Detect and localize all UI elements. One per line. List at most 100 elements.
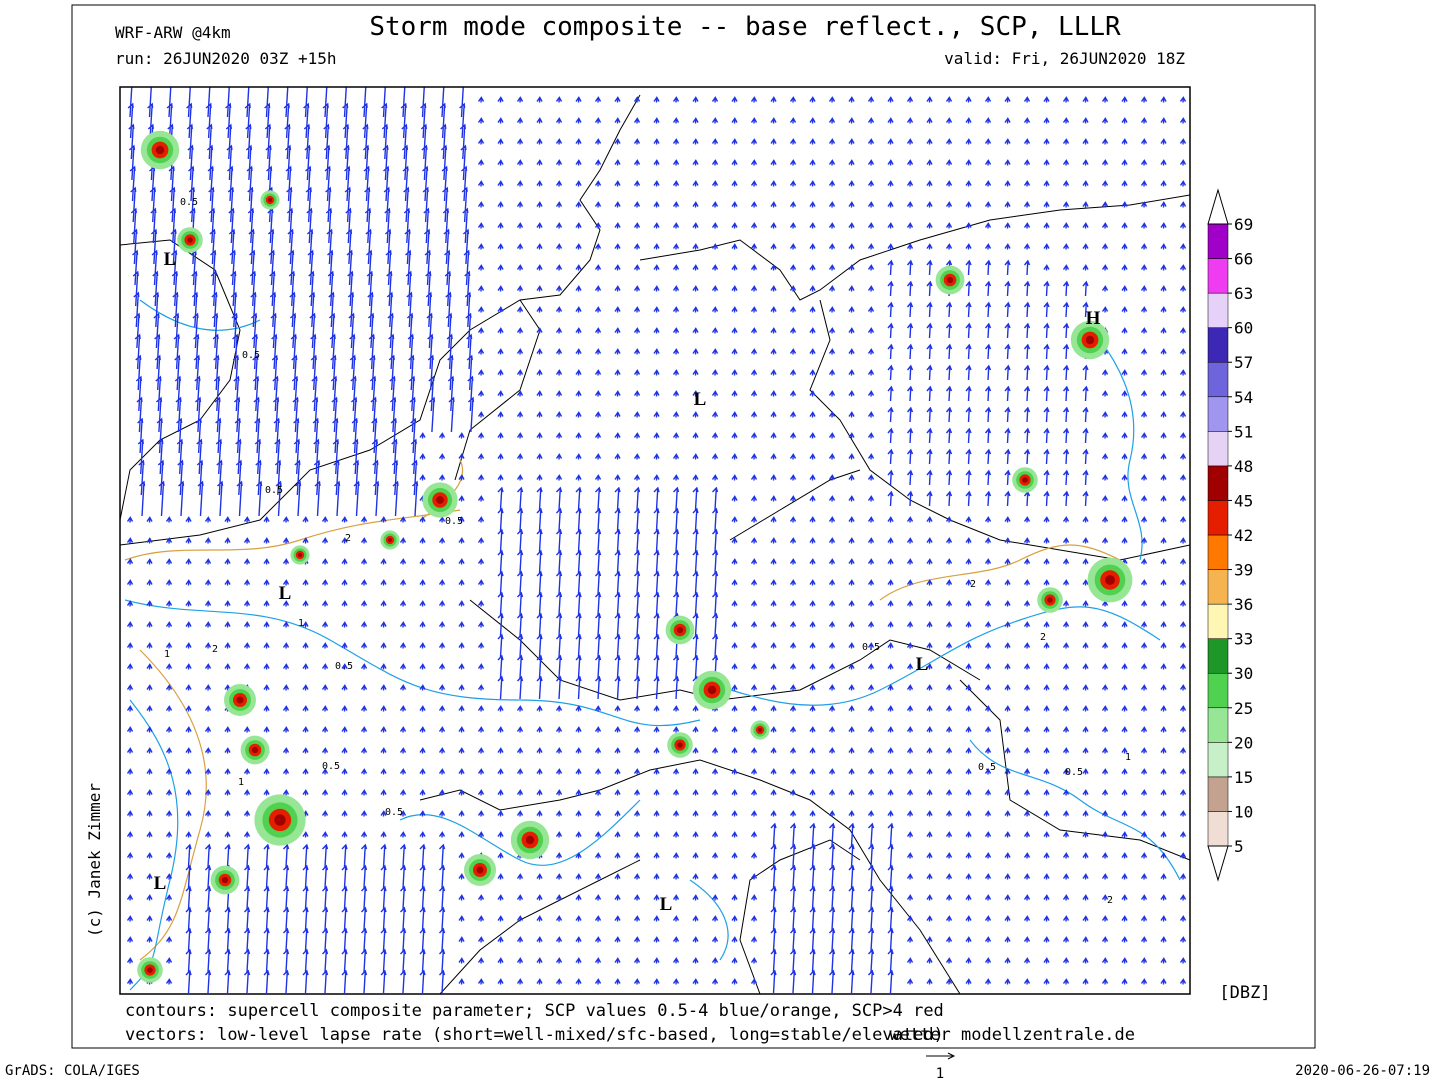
cell xyxy=(436,496,444,504)
border xyxy=(729,469,861,541)
contour-label: 0.5 xyxy=(445,516,463,527)
colorbar-label: 48 xyxy=(1234,457,1253,476)
contours-note: contours: supercell composite parameter;… xyxy=(125,1001,944,1021)
pressure-label: H xyxy=(1086,308,1101,329)
cell xyxy=(267,197,273,203)
pressure-label: L xyxy=(164,249,177,270)
contour-label: 2 xyxy=(1107,895,1113,906)
colorbar-label: 25 xyxy=(1234,699,1253,718)
timestamp: 2020-06-26-07:19 xyxy=(1295,1063,1430,1079)
vectors-note: vectors: low-level lapse rate (short=wel… xyxy=(125,1025,944,1045)
border xyxy=(959,679,1190,861)
contour xyxy=(124,509,461,561)
cell xyxy=(525,835,535,845)
colorbar-label: 30 xyxy=(1234,664,1253,683)
scp-contours xyxy=(124,299,1181,991)
contour-label: 0.5 xyxy=(862,642,880,653)
colorbar-box xyxy=(1207,396,1229,432)
contour xyxy=(399,799,641,866)
contour xyxy=(419,459,464,521)
contour xyxy=(699,606,1161,706)
contour-label: 1 xyxy=(238,777,244,788)
colorbar-cap xyxy=(1207,188,1229,225)
map-labels: L L L H L L L 0.5 0.5 0.5 0.5 0.5 0.5 0.5 1 1 1 2 2 2 2 0.5 0.… xyxy=(154,197,1131,915)
colorbar-label: 20 xyxy=(1234,733,1253,752)
cell xyxy=(251,746,259,754)
cell xyxy=(1022,477,1028,483)
coastline xyxy=(454,299,541,481)
colorbar-label: 69 xyxy=(1234,215,1253,234)
cell xyxy=(297,552,303,558)
contour-label: 0.5 xyxy=(322,761,340,772)
contour-label: 1 xyxy=(164,649,170,660)
contour-label: 2 xyxy=(970,579,976,590)
colorbar-label: 54 xyxy=(1234,388,1253,407)
contour xyxy=(139,649,207,961)
contour-label: 0.5 xyxy=(1065,767,1083,778)
watermark: wetter modellzentrale.de xyxy=(889,1025,1135,1045)
vector-scale-label: 1 xyxy=(936,1066,944,1080)
colorbar-label: 36 xyxy=(1234,595,1253,614)
colorbar-box xyxy=(1207,465,1229,501)
colorbar-box xyxy=(1207,672,1229,709)
contour-label: 2 xyxy=(212,644,218,655)
coastline xyxy=(120,94,641,546)
pressure-label: L xyxy=(916,654,929,675)
colorbar-unit: [DBZ] xyxy=(1219,983,1270,1003)
map-background xyxy=(120,87,1190,994)
colorbar-box xyxy=(1207,500,1229,536)
contour-label: 2 xyxy=(1040,632,1046,643)
colorbar-label: 15 xyxy=(1234,768,1253,787)
colorbar-box xyxy=(1207,431,1229,467)
contour xyxy=(879,544,1121,601)
cell xyxy=(476,866,484,874)
model-label: WRF-ARW @4km xyxy=(115,23,231,42)
colorbar-label: 51 xyxy=(1234,422,1253,441)
colorbar-box xyxy=(1207,292,1229,328)
colorbar-box xyxy=(1207,811,1229,847)
colorbar-label: 66 xyxy=(1234,250,1253,269)
colorbar-label: 60 xyxy=(1234,319,1253,338)
colorbar-box xyxy=(1207,776,1229,812)
cell xyxy=(1105,575,1115,585)
cell xyxy=(236,696,244,704)
title: Storm mode composite -- base reflect., S… xyxy=(369,12,1121,42)
coastline xyxy=(639,194,1190,301)
contour-label: 2 xyxy=(345,533,351,544)
colorbar-label: 10 xyxy=(1234,802,1253,821)
coastline xyxy=(419,759,961,994)
cell xyxy=(147,967,153,973)
cell xyxy=(387,537,393,543)
colorbar: 5 10 15 20 25 30 33 36 39 42 45 48 51 54 57 60 63 66 69 xyxy=(1207,188,1253,882)
contour-label: 0.5 xyxy=(242,350,260,361)
contour-label: 0.5 xyxy=(978,762,996,773)
pressure-label: L xyxy=(694,389,707,410)
cell xyxy=(1085,335,1095,345)
contour xyxy=(689,879,729,961)
contour-label: 0.5 xyxy=(335,661,353,672)
cell xyxy=(677,742,683,748)
contour xyxy=(124,599,701,727)
vector-scale-arrow xyxy=(926,1052,956,1060)
cell xyxy=(946,276,954,284)
coastlines xyxy=(120,94,1190,994)
coastline xyxy=(739,839,861,994)
lapse-rate-vectors xyxy=(126,87,1187,994)
colorbar-label: 57 xyxy=(1234,353,1253,372)
pressure-label: L xyxy=(660,894,673,915)
colorbar-box xyxy=(1207,327,1229,363)
colorbar-box xyxy=(1207,638,1229,674)
cell xyxy=(757,727,763,733)
run-label: run: 26JUN2020 03Z +15h xyxy=(115,49,337,68)
colorbar-label: 42 xyxy=(1234,526,1253,545)
coastline xyxy=(439,859,641,994)
colorbar-label: 33 xyxy=(1234,630,1253,649)
colorbar-box xyxy=(1207,361,1229,398)
colorbar-label: 45 xyxy=(1234,491,1253,510)
cell xyxy=(676,626,684,634)
colorbar-label: 39 xyxy=(1234,561,1253,580)
contour-label: 0.5 xyxy=(385,807,403,818)
valid-label: valid: Fri, 26JUN2020 18Z xyxy=(944,49,1185,68)
